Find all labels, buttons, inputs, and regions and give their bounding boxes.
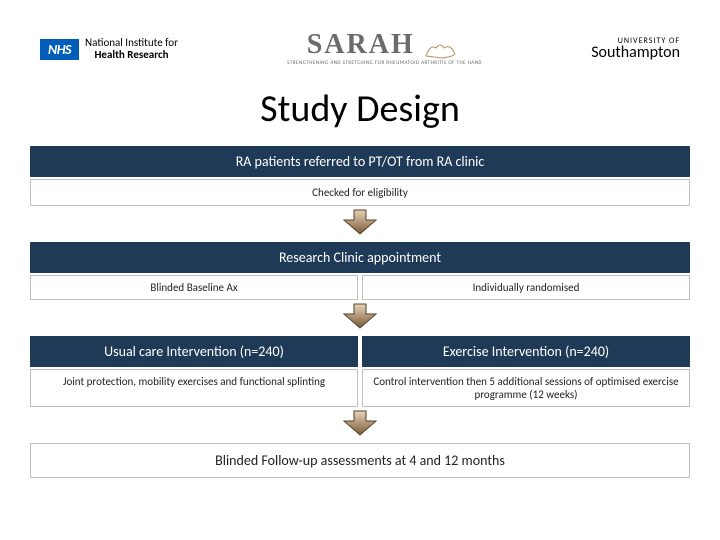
final-step: Blinded Follow-up assessments at 4 and 1… xyxy=(30,443,690,478)
down-arrow-icon xyxy=(342,208,378,236)
step2-detail-row: Blinded Baseline Ax Individually randomi… xyxy=(30,275,690,300)
down-arrow-icon xyxy=(342,302,378,330)
step1-detail: Checked for eligibility xyxy=(30,179,690,206)
sarah-title: SARAH xyxy=(307,29,415,60)
step3-left-header: Usual care Intervention (n=240) xyxy=(30,336,358,367)
nihr-text: National Institute for Health Research xyxy=(85,37,178,61)
sarah-logo: SARAH STRENGTHENING AND STRETCHING FOR R… xyxy=(287,32,482,66)
hand-icon xyxy=(422,38,462,60)
arrow-1 xyxy=(30,208,690,236)
header: NHS National Institute for Health Resear… xyxy=(0,0,720,90)
arrow-2 xyxy=(30,302,690,330)
nhs-badge: NHS xyxy=(40,39,79,60)
flowchart: RA patients referred to PT/OT from RA cl… xyxy=(0,146,720,478)
down-arrow-icon xyxy=(342,409,378,437)
step3-left-detail: Joint protection, mobility exercises and… xyxy=(30,369,358,407)
uni-name: Southampton xyxy=(591,45,680,61)
southampton-logo: UNIVERSITY OF Southampton xyxy=(591,37,680,61)
arrow-3 xyxy=(30,409,690,437)
step3-header-row: Usual care Intervention (n=240) Exercise… xyxy=(30,336,690,367)
step3-right-header: Exercise Intervention (n=240) xyxy=(362,336,690,367)
step2-left: Blinded Baseline Ax xyxy=(30,275,358,300)
step1-header: RA patients referred to PT/OT from RA cl… xyxy=(30,146,690,177)
nihr-logo: NHS National Institute for Health Resear… xyxy=(40,37,178,61)
nihr-line2: Health Research xyxy=(85,49,178,61)
step2-header: Research Clinic appointment xyxy=(30,242,690,273)
page-title: Study Design xyxy=(0,86,720,132)
sarah-subtitle: STRENGTHENING AND STRETCHING FOR RHEUMAT… xyxy=(287,60,482,66)
step3-right-detail: Control intervention then 5 additional s… xyxy=(362,369,690,407)
step2-right: Individually randomised xyxy=(362,275,690,300)
step3-detail-row: Joint protection, mobility exercises and… xyxy=(30,369,690,407)
